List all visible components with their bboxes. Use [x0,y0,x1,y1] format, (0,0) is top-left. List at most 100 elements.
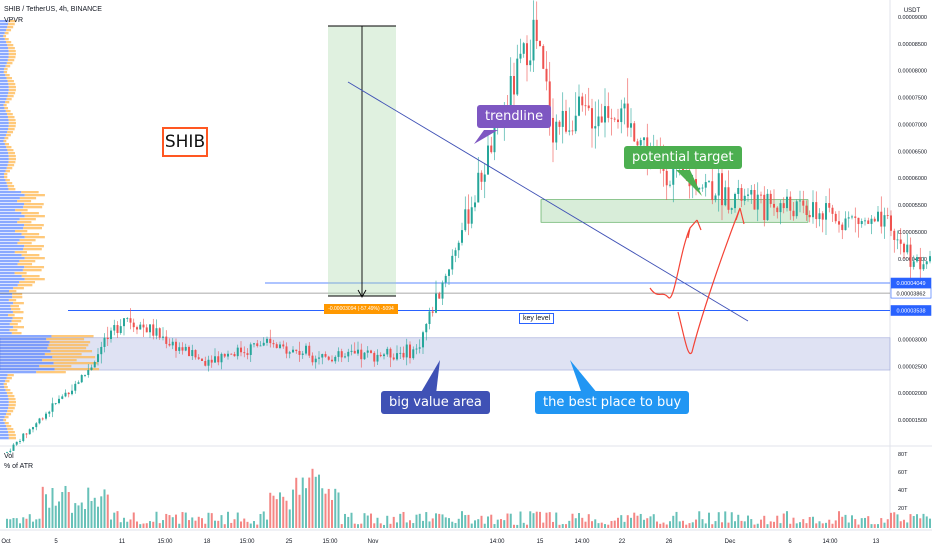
volume-profile-bar-buy [0,179,6,182]
candle-body [607,106,610,118]
volume-profile-bar-buy [0,65,6,68]
atr-label[interactable]: % of ATR [4,463,34,470]
volume-bar [548,512,551,528]
volume-profile-bar-buy [0,239,20,242]
volume-bar [181,512,184,528]
volume-profile-bar-sell [8,158,16,161]
candle-body [298,350,301,355]
volume-label[interactable]: Vol [4,453,14,460]
volume-profile-bar-buy [0,107,5,110]
y-tick-label: 0.00005500 [898,203,927,209]
volume-profile-bar-sell [19,218,36,221]
volume-profile-bar-sell [6,413,12,416]
y-tick-label: 0.00003000 [898,337,927,343]
volume-profile-bar-buy [0,425,7,428]
volume-profile-bar-sell [44,353,82,356]
volume-profile-bar-buy [0,383,4,386]
volume-bar [532,513,535,528]
measure-label: -0.00003094 (-57.49%) -5094 [324,304,398,314]
volume-profile-bar-buy [0,224,25,227]
volume-bar [711,524,714,528]
volume-bar [870,524,873,528]
volume-profile-bar-buy [0,47,9,50]
volume-bar [282,496,285,528]
volume-profile-bar-buy [0,275,22,278]
candle-body [162,336,164,338]
volume-profile-bar-sell [12,296,23,299]
volume-bar [243,518,246,528]
volume-bar [561,524,564,528]
candle-body [399,352,402,354]
volume-profile-bar-buy [0,434,9,437]
candle-body [578,96,580,116]
volume-profile-bar-sell [7,80,14,83]
candle-body [633,123,636,142]
volume-bar [867,516,870,528]
candle-body [259,345,262,347]
volume-bar [41,486,44,528]
candle-body [591,108,593,129]
volume-profile-bar-sell [51,335,94,338]
candle-body [184,346,187,351]
volume-profile-bar-buy [0,203,25,206]
candle-body [428,311,431,324]
volume-bar [392,516,395,528]
indicator-label[interactable]: VPVR [4,17,24,24]
candle-body [418,347,421,349]
volume-bar [103,489,106,528]
volume-profile-bar-buy [0,215,25,218]
y-tick-label: 0.00008500 [898,42,927,48]
candle-body [266,338,268,343]
volume-bar [721,522,723,528]
volume-bar [396,522,398,528]
candle-body [561,110,564,127]
candle-body [444,275,447,283]
candle-body [253,343,255,345]
candle-body [93,361,96,368]
volume-bar [750,519,753,528]
volume-profile-bar-buy [0,53,9,56]
candle-body [373,352,376,362]
volume-bar [844,514,847,528]
volume-profile-bar-sell [3,104,7,107]
volume-bar [834,520,837,528]
volume-bar [571,513,574,528]
x-tick-label: 26 [666,539,673,545]
candle-body [269,338,272,344]
volume-profile-bar-buy [0,287,14,290]
candle-body [893,230,896,240]
candle-body [90,367,93,371]
candle-body [535,19,538,42]
candle-body [249,344,252,355]
volume-bar [360,523,363,528]
volume-profile-bar-buy [0,290,10,293]
volume-bar [818,521,821,528]
volume-bar [769,521,772,528]
volume-bar [327,488,330,528]
volume-bar [773,521,775,528]
volume-profile-bar-sell [6,77,13,80]
volume-profile-bar-buy [0,110,6,113]
candle-body [743,195,746,201]
symbol-line[interactable]: SHIB / TetherUS, 4h, BINANCE [4,6,102,13]
volume-bar [87,487,90,528]
y-tick-label: 0.00006500 [898,149,927,155]
volume-bar [51,488,54,528]
volume-bar [535,511,538,528]
volume-profile-bar-buy [0,269,23,272]
volume-profile-bar-buy [0,95,8,98]
volume-profile-bar-sell [14,272,27,275]
candle-body [773,203,775,208]
volume-bar [591,521,593,528]
ticker-label: SHIB [162,127,208,157]
volume-profile-bar-buy [0,338,47,341]
candle-body [207,359,210,366]
volume-profile-bar-sell [3,35,7,38]
volume-bar [688,523,691,528]
candle-body [123,318,125,327]
volume-profile-bar-buy [0,200,18,203]
candle-body [565,110,567,132]
volume-bar [155,511,158,528]
